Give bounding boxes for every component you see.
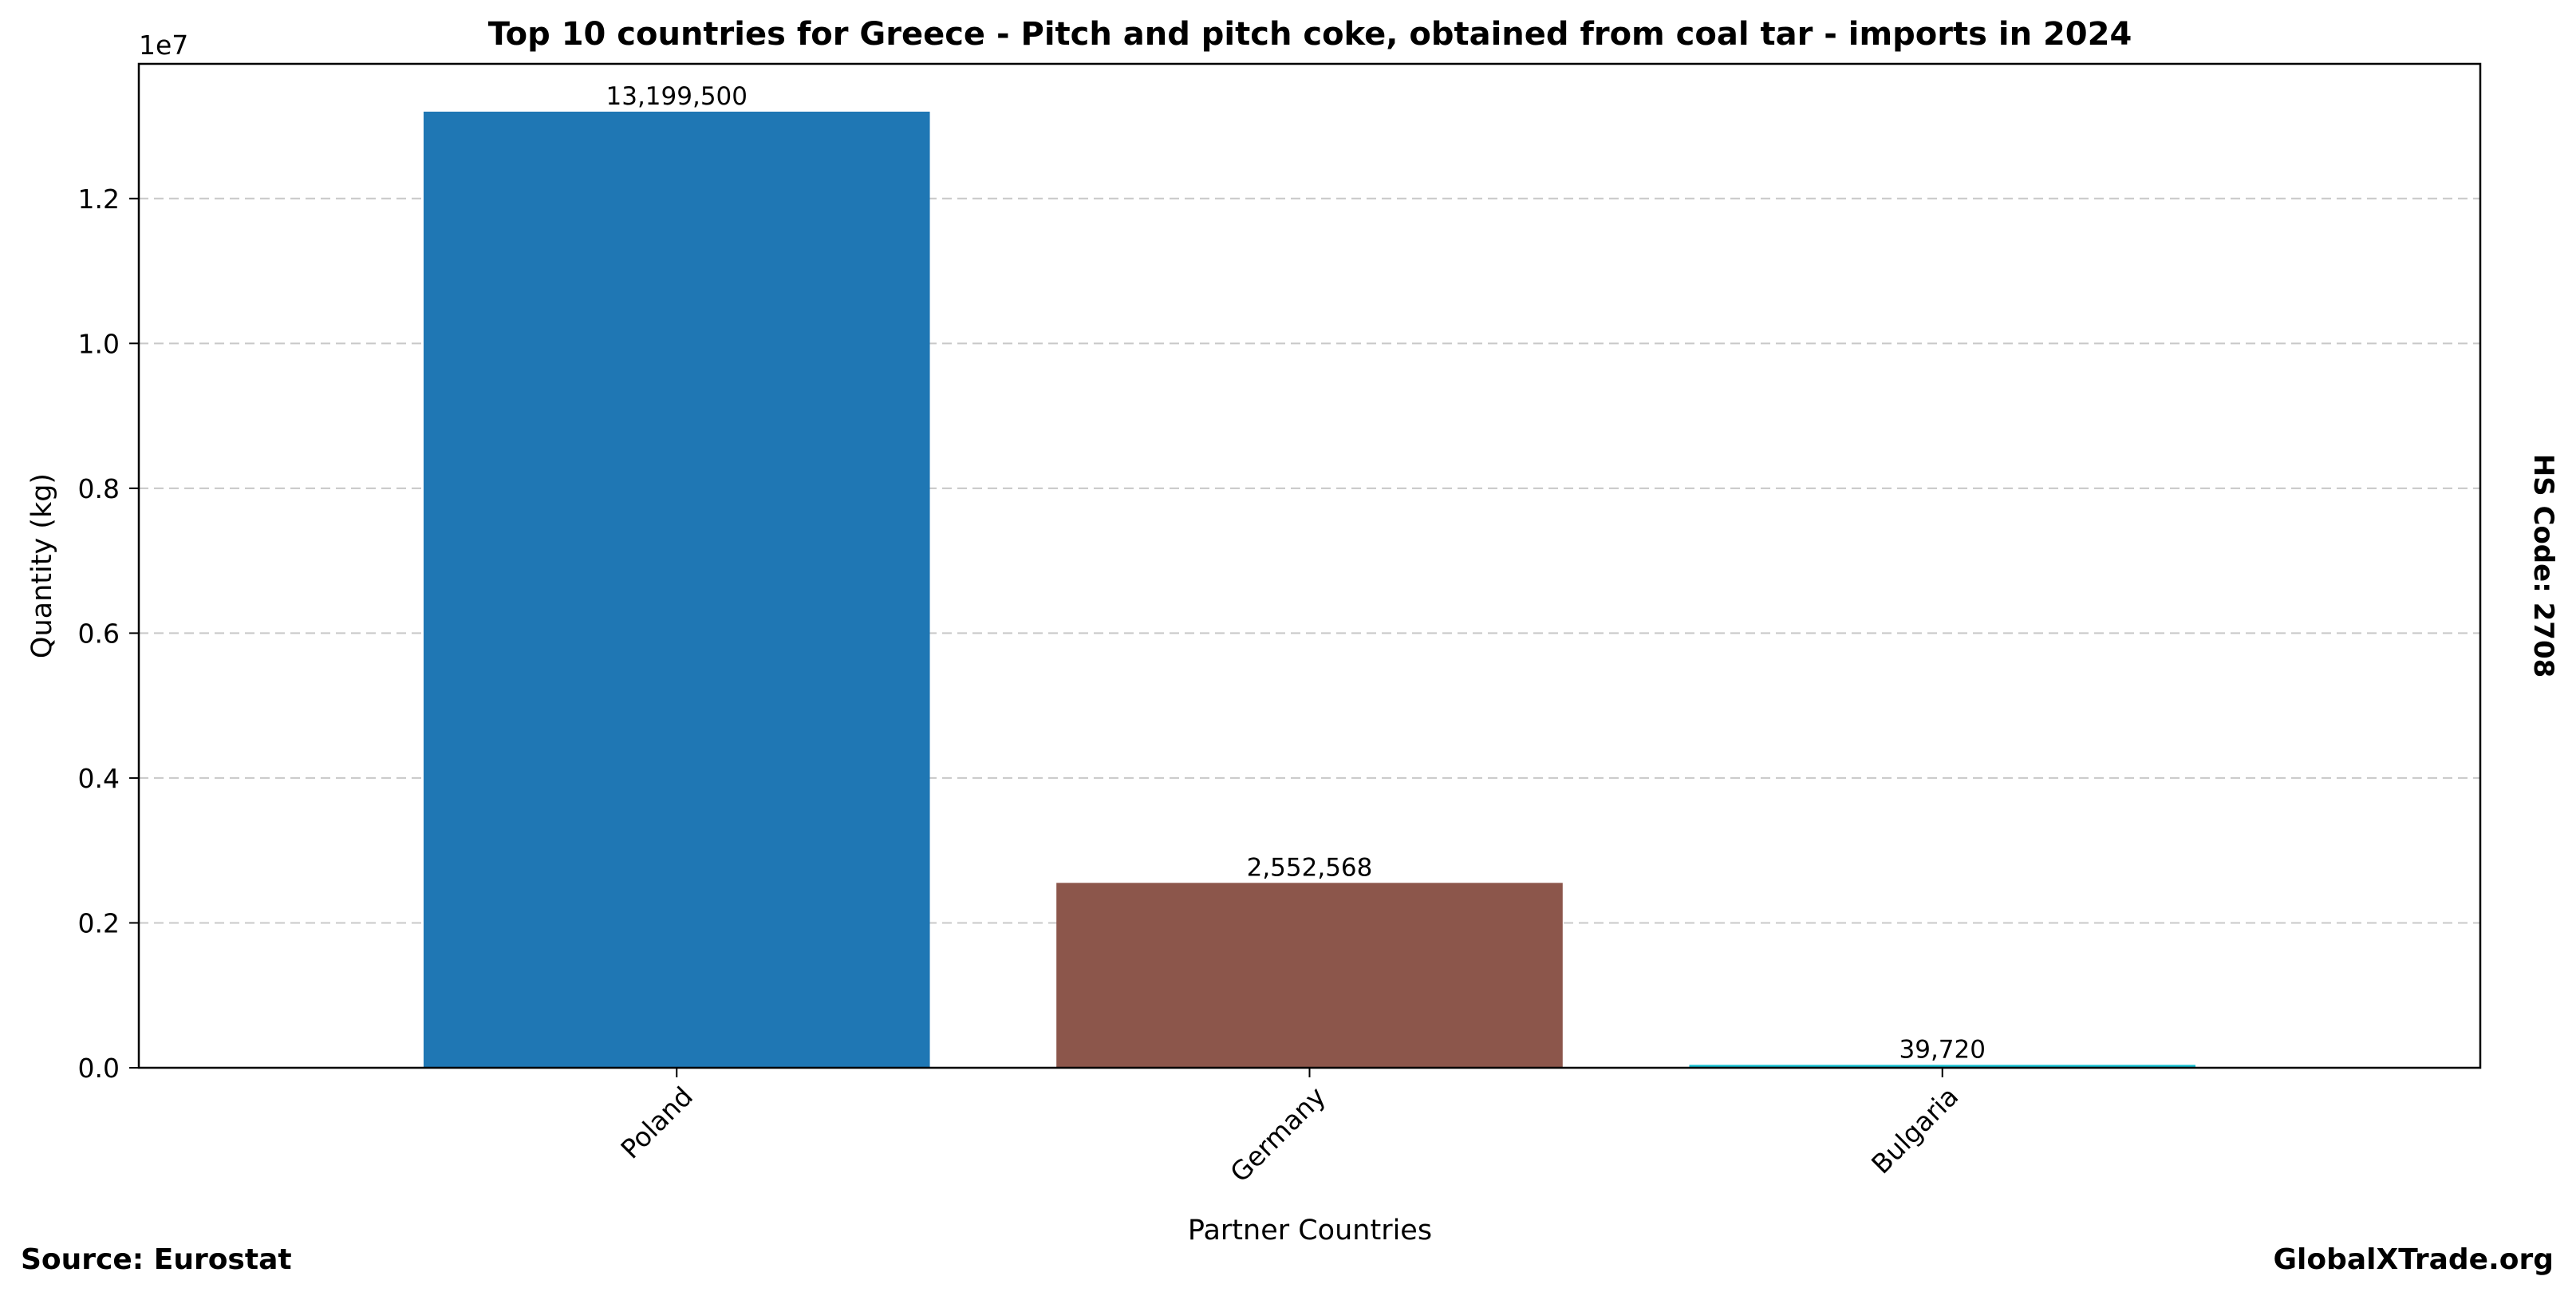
bar-bulgaria [1689,1065,2196,1068]
y-axis-scale-label: 1e7 [139,30,188,61]
y-tick-label: 0.0 [78,1053,120,1084]
source-note: Source: Eurostat [21,1243,292,1276]
data-label-bulgaria: 39,720 [1899,1035,1986,1064]
bars: 13,199,500 2,552,568 39,720 [423,82,2196,1068]
y-tick-label: 1.2 [78,184,120,215]
chart-title: Top 10 countries for Greece - Pitch and … [488,16,2132,53]
y-tick-label: 1.0 [78,328,120,359]
y-tick-label: 0.8 [78,473,120,504]
y-tick-label: 0.4 [78,763,120,794]
data-label-germany: 2,552,568 [1247,853,1373,882]
y-axis-label: Quantity (kg) [26,473,58,658]
y-tick-label: 0.2 [78,907,120,938]
x-axis-label: Partner Countries [1188,1215,1432,1247]
site-credit: GlobalXTrade.org [2273,1243,2554,1276]
data-label-poland: 13,199,500 [606,82,748,111]
y-tick-label: 0.6 [78,618,120,649]
hs-code-note: HS Code: 2708 [2527,454,2559,678]
bar-poland [423,111,930,1068]
plot-frame [137,62,2482,1069]
bar-germany [1056,883,1563,1068]
